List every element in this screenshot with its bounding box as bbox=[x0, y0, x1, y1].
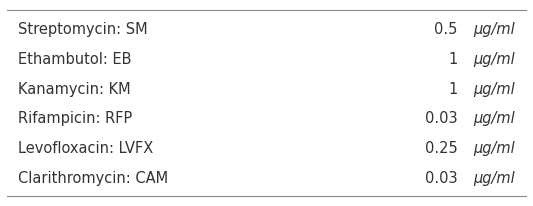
Text: Clarithromycin: CAM: Clarithromycin: CAM bbox=[18, 171, 168, 186]
Text: μg/ml: μg/ml bbox=[473, 111, 515, 126]
Text: μg/ml: μg/ml bbox=[473, 82, 515, 97]
Text: μg/ml: μg/ml bbox=[473, 22, 515, 37]
Text: μg/ml: μg/ml bbox=[473, 171, 515, 186]
Text: 1: 1 bbox=[448, 52, 457, 67]
Text: 1: 1 bbox=[448, 82, 457, 97]
Text: 0.5: 0.5 bbox=[434, 22, 457, 37]
Text: μg/ml: μg/ml bbox=[473, 52, 515, 67]
Text: 0.03: 0.03 bbox=[425, 171, 457, 186]
Text: Streptomycin: SM: Streptomycin: SM bbox=[18, 22, 148, 37]
Text: Levofloxacin: LVFX: Levofloxacin: LVFX bbox=[18, 141, 153, 156]
Text: 0.25: 0.25 bbox=[425, 141, 457, 156]
Text: Kanamycin: KM: Kanamycin: KM bbox=[18, 82, 131, 97]
Text: Rifampicin: RFP: Rifampicin: RFP bbox=[18, 111, 132, 126]
Text: Ethambutol: EB: Ethambutol: EB bbox=[18, 52, 132, 67]
Text: μg/ml: μg/ml bbox=[473, 141, 515, 156]
Text: 0.03: 0.03 bbox=[425, 111, 457, 126]
